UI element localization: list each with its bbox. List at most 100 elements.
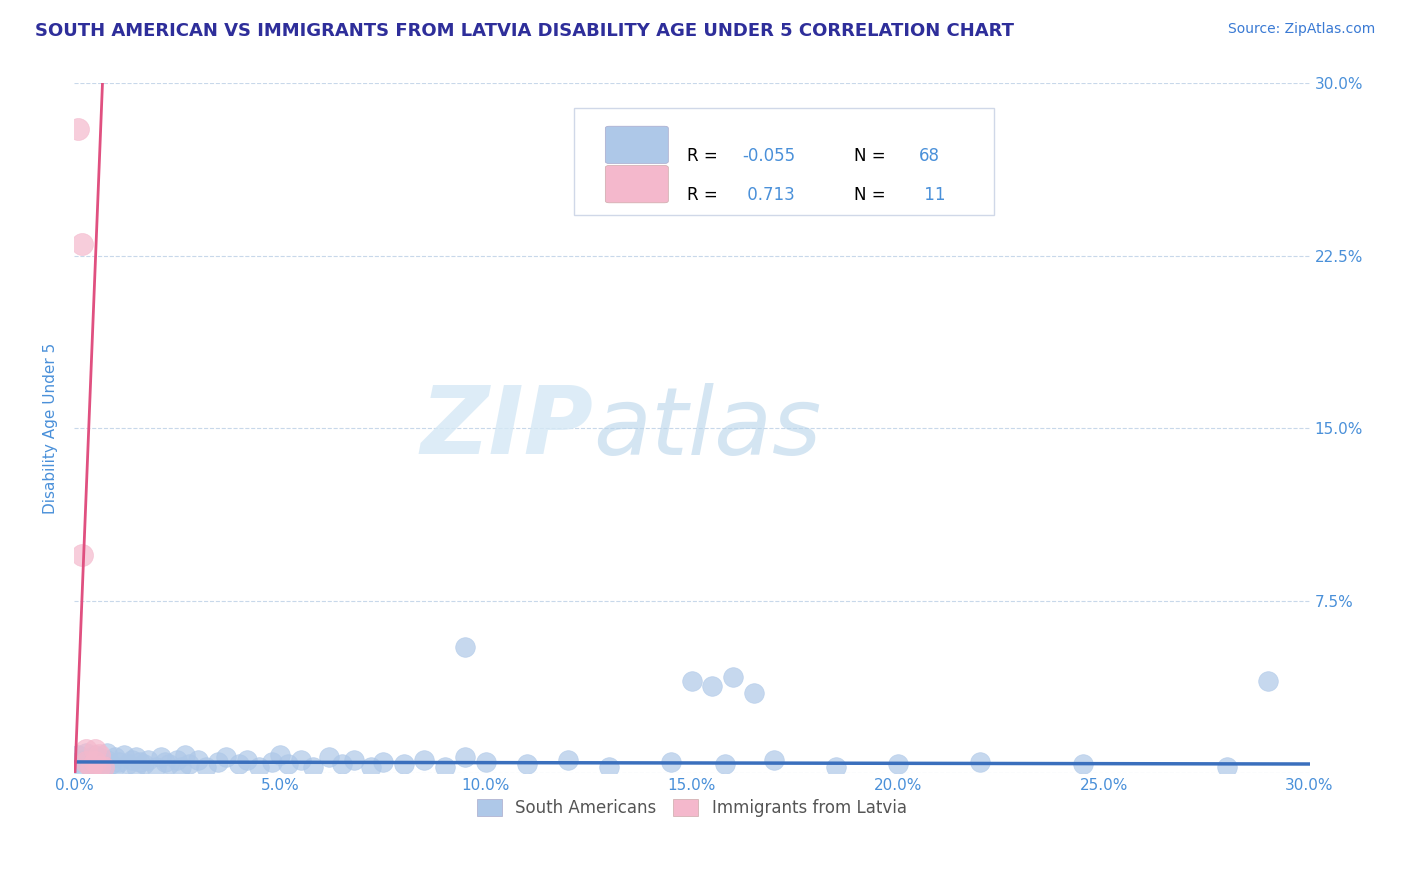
Point (228, 757, 250, 772)
Point (96, 746, 118, 760)
Point (91, 762, 114, 776)
Point (598, 759, 620, 773)
Text: 0.713: 0.713 (742, 186, 796, 204)
Y-axis label: Disability Age Under 5: Disability Age Under 5 (44, 343, 58, 514)
Text: SOUTH AMERICAN VS IMMIGRANTS FROM LATVIA DISABILITY AGE UNDER 5 CORRELATION CHAR: SOUTH AMERICAN VS IMMIGRANTS FROM LATVIA… (35, 22, 1014, 40)
Text: N =: N = (853, 186, 890, 204)
Point (83, 759, 105, 773)
Point (742, 686, 765, 700)
Point (87, 759, 110, 773)
Point (79, 759, 101, 773)
Point (187, 753, 209, 767)
Point (75, 746, 97, 760)
Point (79, 762, 101, 776)
Point (236, 753, 259, 767)
Point (392, 757, 415, 772)
Point (145, 759, 167, 773)
Point (72, 753, 94, 767)
Point (87, 757, 110, 772)
Point (713, 757, 735, 772)
Point (721, 670, 744, 684)
Point (100, 757, 122, 772)
Point (87, 750, 110, 764)
Point (83, 755, 105, 769)
Point (360, 759, 382, 773)
FancyBboxPatch shape (575, 108, 994, 215)
Point (194, 759, 217, 773)
Point (108, 755, 131, 769)
Point (269, 747, 291, 762)
Point (260, 755, 283, 769)
Text: 11: 11 (920, 186, 946, 204)
Point (67, 122, 90, 136)
FancyBboxPatch shape (606, 166, 668, 202)
Point (72, 759, 94, 773)
Point (87, 747, 110, 762)
Text: R =: R = (688, 147, 723, 165)
Point (83, 747, 105, 762)
Text: N =: N = (853, 147, 890, 165)
Point (72, 237, 94, 252)
Point (75, 743, 97, 757)
Point (969, 755, 991, 769)
Point (825, 759, 848, 773)
Point (75, 755, 97, 769)
Text: -0.055: -0.055 (742, 147, 796, 165)
Point (343, 753, 366, 767)
Point (702, 679, 724, 693)
Point (659, 755, 682, 769)
Point (136, 753, 159, 767)
Point (413, 753, 436, 767)
Point (1216, 759, 1239, 773)
Point (75, 755, 97, 769)
Point (433, 759, 456, 773)
Point (318, 750, 340, 764)
Point (454, 640, 477, 654)
Point (157, 757, 180, 772)
Text: 68: 68 (920, 147, 941, 165)
Point (91, 759, 114, 773)
Point (117, 757, 139, 772)
Point (302, 759, 325, 773)
Point (79, 757, 101, 772)
Point (104, 759, 127, 773)
Point (179, 757, 201, 772)
Point (290, 753, 312, 767)
Point (153, 755, 176, 769)
Point (475, 755, 498, 769)
Point (1071, 757, 1094, 772)
Point (91, 755, 114, 769)
Point (149, 750, 172, 764)
Point (215, 750, 238, 764)
Point (125, 750, 148, 764)
Point (104, 750, 127, 764)
Point (121, 753, 143, 767)
Point (371, 755, 394, 769)
Point (129, 755, 152, 769)
Point (83, 753, 105, 767)
Point (330, 757, 353, 772)
Point (72, 548, 94, 562)
Point (67, 747, 90, 762)
Legend: South Americans, Immigrants from Latvia: South Americans, Immigrants from Latvia (471, 792, 914, 823)
Point (132, 757, 155, 772)
Point (681, 674, 703, 689)
Point (96, 753, 118, 767)
Point (125, 759, 148, 773)
Point (454, 750, 477, 764)
Text: ZIP: ZIP (420, 383, 593, 475)
Point (67, 755, 90, 769)
Point (1257, 674, 1279, 689)
Point (79, 750, 101, 764)
Point (83, 743, 105, 757)
Point (207, 755, 229, 769)
Text: Source: ZipAtlas.com: Source: ZipAtlas.com (1227, 22, 1375, 37)
Point (277, 757, 299, 772)
Point (166, 753, 188, 767)
Point (516, 757, 538, 772)
Point (557, 753, 579, 767)
Text: atlas: atlas (593, 383, 821, 474)
FancyBboxPatch shape (606, 127, 668, 163)
Text: R =: R = (688, 186, 728, 204)
Point (886, 757, 908, 772)
